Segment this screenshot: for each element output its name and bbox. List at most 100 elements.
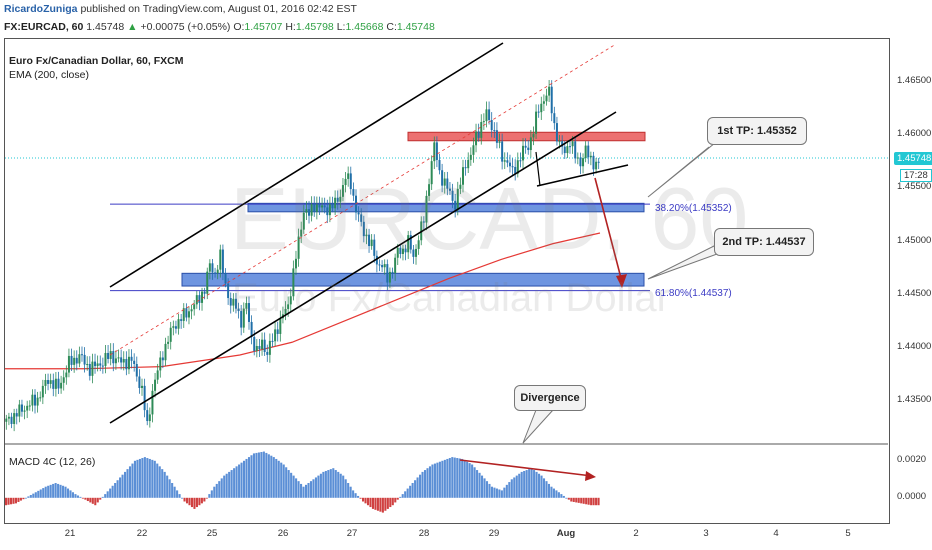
candle-body (5, 418, 8, 422)
candle-body (472, 145, 475, 155)
macd-bar (371, 497, 374, 509)
fib-382-label: 38.20%(1.45352) (655, 203, 732, 214)
candle-body (378, 264, 381, 266)
ema-legend[interactable]: EMA (200, close) (9, 69, 89, 81)
candle-body (595, 161, 598, 170)
candle-body (248, 303, 251, 322)
candle-body (122, 358, 125, 363)
macd-bar (533, 470, 536, 498)
macd-bar (458, 458, 461, 498)
candle-body (396, 247, 399, 258)
macd-bar (69, 490, 72, 498)
macd-bar (218, 481, 221, 498)
macd-bar (262, 451, 265, 498)
macd-bar (344, 479, 347, 498)
candle-body (75, 357, 78, 364)
macd-bar (17, 497, 20, 502)
x-tick-label: 21 (64, 528, 76, 539)
macd-bar (381, 497, 384, 513)
candle-body (519, 160, 522, 162)
macd-bar (220, 478, 223, 498)
macd-bar (71, 492, 75, 498)
macd-bar (124, 471, 127, 498)
macd-bar (577, 497, 580, 503)
macd-bar (27, 496, 30, 498)
chart-frame[interactable] (4, 38, 890, 524)
macd-bar (366, 497, 370, 506)
candle-body (542, 101, 545, 104)
macd-bar (240, 462, 243, 498)
tp2-pointer (647, 244, 718, 280)
macd-bar (37, 490, 40, 498)
candle-body (154, 379, 157, 391)
macd-bar (163, 471, 166, 498)
macd-bar (203, 497, 206, 502)
candle-body (148, 414, 151, 422)
candle-body (101, 365, 104, 367)
macd-bar (81, 497, 84, 499)
candle-body (443, 178, 446, 186)
candle-body (229, 298, 232, 306)
macd-bar (416, 477, 419, 498)
candle-body (78, 354, 81, 364)
candle-body (553, 113, 556, 124)
candle-body (146, 410, 149, 422)
macd-bar (354, 493, 357, 498)
macd-bar (59, 484, 62, 498)
candle-body (195, 295, 198, 305)
candle-body (475, 131, 478, 146)
macd-bar (146, 458, 149, 498)
tp2-callout: 2nd TP: 1.44537 (714, 228, 814, 256)
macd-bar (448, 458, 451, 498)
macd-bar (339, 473, 342, 498)
candle-body (214, 272, 217, 274)
candle-body (495, 130, 498, 143)
macd-bar (62, 485, 65, 498)
macd-bar (270, 455, 273, 498)
macd-bar (307, 483, 310, 498)
macd-bar (116, 480, 119, 498)
candle-body (174, 326, 177, 329)
candle-body (20, 404, 23, 412)
macd-bar (520, 471, 523, 498)
macd-bar (84, 497, 87, 500)
macd-bar (540, 475, 543, 498)
macd-bar (409, 485, 412, 498)
candle-body (461, 167, 464, 185)
macd-legend[interactable]: MACD 4C (12, 26) (9, 456, 96, 468)
high-value: 1.45798 (295, 21, 334, 33)
candle-body (289, 296, 292, 305)
macd-bar (178, 494, 181, 498)
macd-bar (136, 459, 139, 498)
macd-bar (168, 479, 171, 498)
macd-bar (580, 497, 583, 504)
current-price-tag: 1.45748 (894, 152, 932, 165)
candle-body (425, 195, 428, 223)
macd-bar (195, 497, 198, 508)
macd-bar (171, 483, 174, 498)
candle-body (167, 341, 170, 344)
macd-bar (121, 474, 124, 498)
macd-bar (9, 497, 13, 505)
macd-bar (79, 496, 82, 498)
candle-body (584, 145, 587, 159)
candle-body (112, 351, 115, 364)
candle-body (169, 327, 172, 342)
chart-title: Euro Fx/Canadian Dollar, 60, FXCM (9, 55, 184, 67)
macd-bar (230, 470, 233, 498)
macd-bar (515, 475, 518, 498)
candle-body (352, 189, 355, 196)
candle-body (485, 109, 488, 122)
ema-line (5, 232, 601, 370)
macd-bar (347, 483, 350, 498)
candle-body (459, 184, 462, 189)
macd-bar (156, 463, 159, 498)
watermark-symbol: EURCAD, 60 (230, 169, 749, 268)
candle-body (7, 416, 10, 419)
candle-body (104, 352, 107, 366)
macd-bar (64, 486, 67, 498)
candle-body (54, 378, 57, 389)
candle-body (516, 160, 519, 174)
author-link[interactable]: RicardoZuniga (4, 3, 78, 15)
